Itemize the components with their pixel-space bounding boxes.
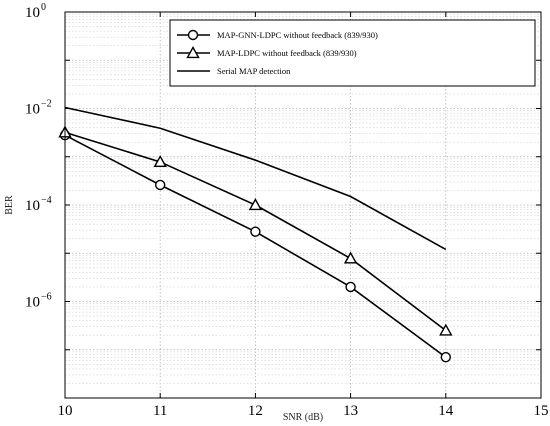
- y-tick-label: 10: [25, 5, 40, 21]
- data-point-marker: [248, 198, 263, 211]
- y-tick-label: 10: [25, 198, 40, 214]
- x-tick-label: 14: [438, 403, 454, 419]
- data-point-marker: [343, 251, 358, 264]
- y-tick-exponent: −2: [41, 99, 52, 110]
- tick-marks: [64, 11, 542, 399]
- legend-entry-label: MAP-LDPC without feedback (839/930): [217, 48, 357, 58]
- x-axis-label: SNR (dB): [283, 412, 323, 423]
- data-point-marker: [154, 179, 166, 191]
- y-tick-label: 10: [25, 295, 40, 311]
- data-point-marker: [250, 226, 261, 237]
- y-tick-exponent: −4: [41, 195, 52, 206]
- data-point-marker: [153, 155, 167, 168]
- series-layer: [58, 106, 453, 363]
- y-tick-label: 10: [25, 102, 40, 118]
- x-tick-label: 13: [343, 403, 358, 419]
- legend-marker: [186, 46, 200, 59]
- data-point-marker: [439, 323, 453, 336]
- x-tick-label: 10: [58, 403, 73, 419]
- legend-entry-label: Serial MAP detection: [217, 66, 291, 76]
- series-2: [58, 125, 453, 336]
- data-point-marker: [440, 352, 451, 363]
- legend-entry-label: MAP-GNN-LDPC without feedback (839/930): [217, 30, 378, 40]
- series-3: [64, 106, 447, 251]
- y-tick-exponent: −6: [41, 292, 52, 303]
- legend-marker: [187, 29, 199, 41]
- series-line: [64, 106, 447, 251]
- x-tick-label: 15: [534, 403, 549, 419]
- y-tick-exponent: 0: [41, 2, 46, 13]
- x-tick-label: 11: [153, 403, 167, 419]
- legend: MAP-GNN-LDPC without feedback (839/930) M…: [169, 19, 536, 87]
- y-axis-label: BER: [4, 195, 15, 215]
- x-tick-label: 12: [248, 403, 263, 419]
- data-point-marker: [345, 281, 356, 293]
- legend-box: [169, 19, 536, 87]
